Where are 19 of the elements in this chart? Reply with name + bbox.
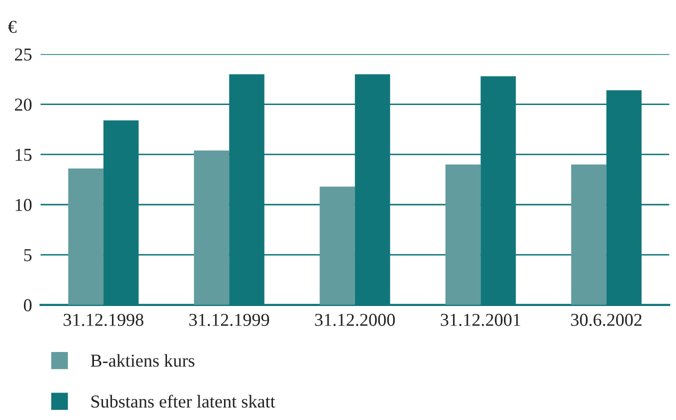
- legend-label: Substans efter latent skatt: [91, 394, 276, 408]
- x-tick-label: 31.12.2000: [315, 314, 395, 326]
- bar: [68, 168, 104, 305]
- y-tick-label: 25: [14, 48, 32, 61]
- bar: [320, 186, 355, 305]
- bar: [571, 164, 606, 305]
- y-tick-label: 5: [24, 249, 32, 262]
- legend-label: B-aktiens kurs: [90, 354, 194, 367]
- x-tick-label: 31.12.1999: [189, 314, 270, 326]
- y-tick-label: 15: [16, 148, 32, 161]
- y-tick-label: 20: [14, 98, 32, 111]
- x-tick-label: 30.6.2002: [571, 314, 642, 326]
- y-tick-label: 10: [16, 198, 32, 212]
- y-axis-title: €: [8, 20, 17, 33]
- y-tick-label: 0: [24, 299, 32, 312]
- x-tick-label: 31.12.2001: [440, 314, 520, 326]
- bar: [445, 164, 481, 305]
- x-tick-label: 31.12.1998: [64, 314, 144, 326]
- bar: [194, 150, 230, 305]
